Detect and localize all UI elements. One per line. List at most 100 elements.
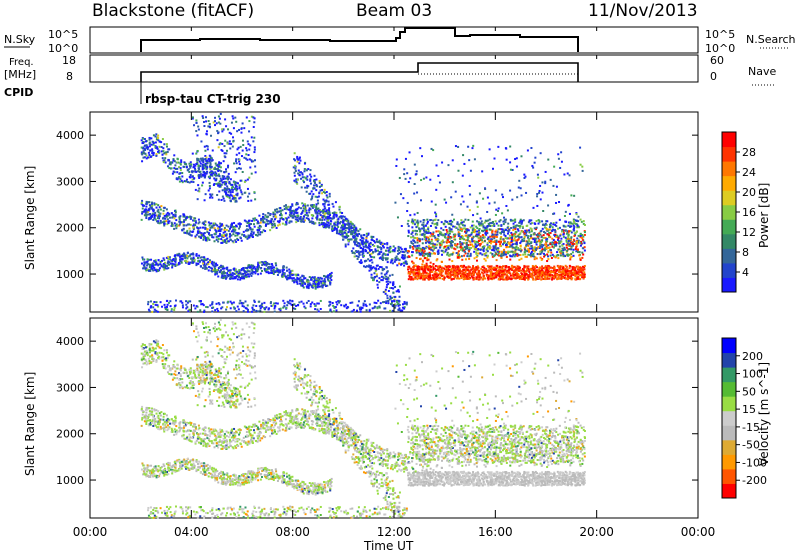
power-cell (329, 222, 332, 225)
power-cell (425, 232, 428, 235)
power-cell (195, 152, 198, 155)
power-cell (350, 310, 353, 313)
power-cell (162, 212, 165, 215)
power-cell (553, 233, 556, 236)
power-cell (188, 162, 191, 165)
power-cell (257, 262, 260, 265)
power-cell (231, 222, 234, 225)
power-cell (214, 265, 217, 268)
power-cell (518, 254, 521, 257)
power-cell (394, 247, 397, 250)
power-cell (348, 230, 351, 233)
power-cell (205, 132, 208, 135)
power-cell (531, 267, 534, 270)
power-cell (154, 259, 157, 262)
power-cell (352, 251, 355, 254)
power-cell (192, 252, 195, 255)
power-cell (217, 163, 220, 166)
power-cell (562, 248, 565, 251)
power-cell (200, 234, 203, 237)
power-cell (481, 241, 484, 244)
power-cell (209, 167, 212, 170)
power-cell (199, 226, 202, 229)
power-cell (298, 157, 301, 160)
power-cell (200, 259, 203, 262)
power-cell (315, 212, 318, 215)
power-cell (173, 222, 176, 225)
power-cell (155, 133, 158, 136)
power-cell (414, 237, 417, 240)
power-cell (310, 190, 313, 193)
power-cell (142, 151, 145, 154)
power-cell (365, 239, 368, 242)
power-cell (170, 221, 173, 224)
power-cell (272, 220, 275, 223)
power-cell (397, 304, 400, 307)
power-cell (153, 259, 156, 262)
power-cell (380, 257, 383, 260)
power-cell (431, 222, 434, 225)
power-cell (537, 235, 540, 238)
power-cell (419, 233, 422, 236)
power-cell (453, 247, 456, 250)
power-cell (561, 274, 564, 277)
power-cell (367, 233, 370, 236)
power-cell (205, 159, 208, 162)
power-cell (217, 302, 220, 305)
power-cell (184, 218, 187, 221)
power-cell (304, 177, 307, 180)
power-cell (235, 160, 238, 163)
power-cell (512, 222, 515, 225)
power-cell (403, 307, 406, 310)
power-cell (493, 240, 496, 243)
power-cell (444, 272, 447, 275)
power-cell (205, 144, 208, 147)
power-cell (313, 222, 316, 225)
power-cell (472, 265, 475, 268)
power-cell (256, 229, 259, 232)
power-cell (489, 242, 492, 245)
power-cell (491, 248, 494, 251)
power-cell (246, 228, 249, 231)
power-cell (564, 255, 567, 258)
power-cell (372, 279, 375, 282)
power-cell (196, 161, 199, 164)
power-cell (480, 239, 483, 242)
power-cell (238, 186, 241, 189)
power-cell (221, 223, 224, 226)
power-cell (568, 222, 571, 225)
power-cell (546, 264, 549, 267)
power-cell (320, 277, 323, 280)
power-cell (285, 217, 288, 220)
power-cell (321, 221, 324, 224)
power-cell (386, 294, 389, 297)
power-cell (186, 306, 189, 309)
power-cell (308, 282, 311, 285)
power-cell (581, 268, 584, 271)
power-cell (189, 161, 192, 164)
power-cell (360, 246, 363, 249)
power-cell (401, 309, 404, 312)
power-cell (252, 231, 255, 234)
power-cell (264, 308, 267, 311)
power-cell (415, 272, 418, 275)
power-cell (336, 220, 339, 223)
power-cell (148, 208, 151, 211)
power-cell (314, 209, 317, 212)
power-cell (418, 230, 421, 233)
power-cell (293, 152, 296, 155)
power-cell (277, 271, 280, 274)
power-cell (141, 210, 144, 213)
power-cell (389, 247, 392, 250)
power-cell (503, 219, 506, 222)
power-cell (231, 240, 234, 243)
nsky-label: N.Sky (4, 33, 36, 46)
power-cell (290, 303, 293, 306)
power-cell (232, 228, 235, 231)
power-cell (572, 273, 575, 276)
power-cell (157, 211, 160, 214)
power-cell (381, 244, 384, 247)
power-cell (583, 271, 586, 274)
power-cell (391, 284, 394, 287)
power-cell (376, 249, 379, 252)
